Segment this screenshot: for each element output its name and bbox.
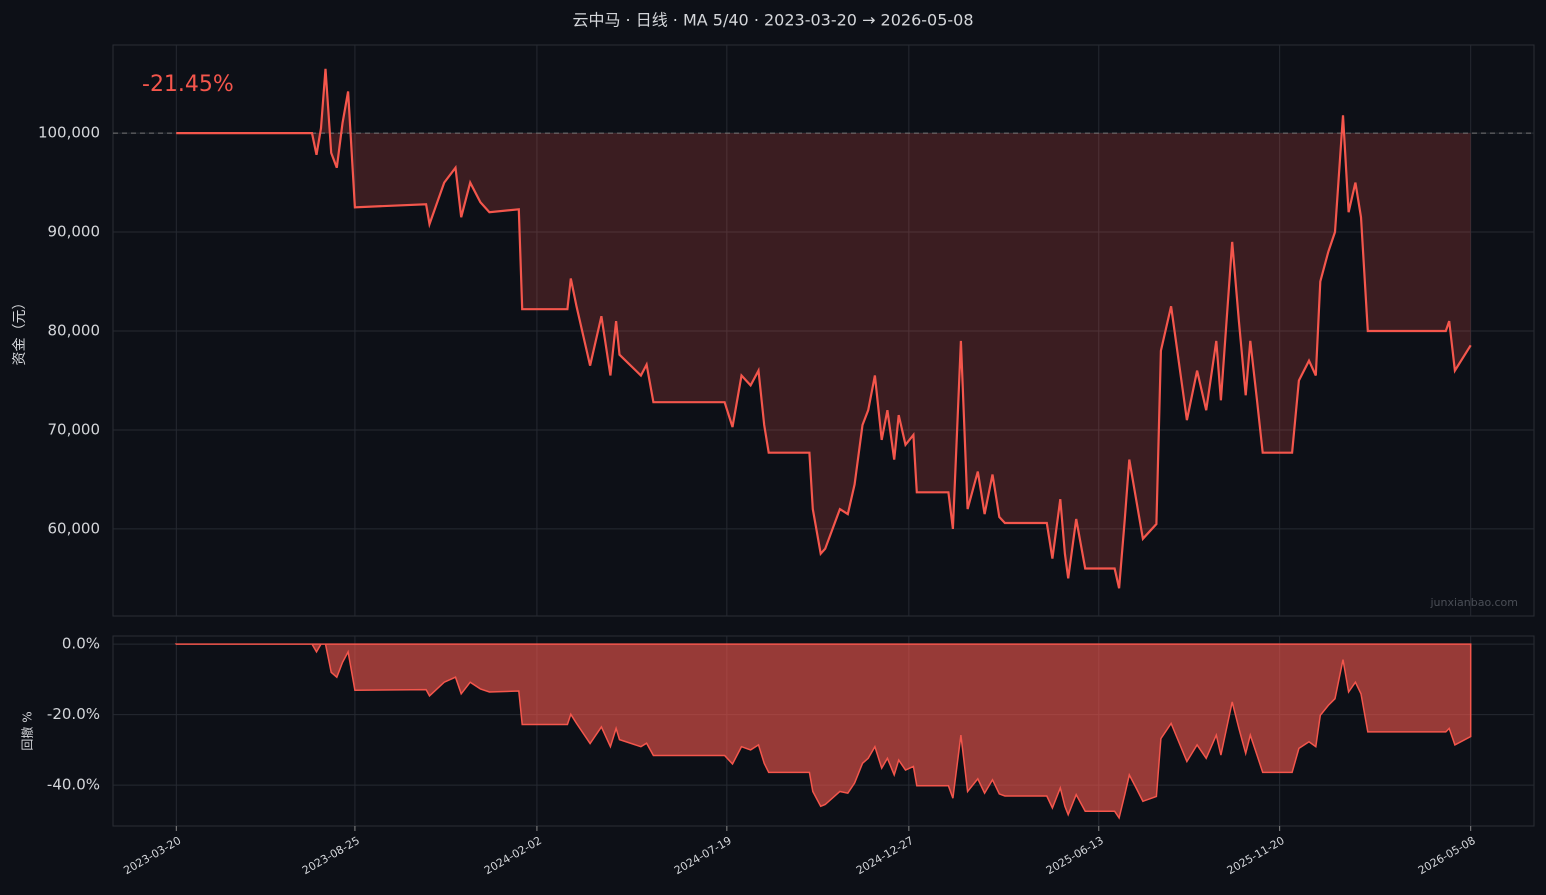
y-tick-label: 80,000 xyxy=(48,321,101,339)
return-annotation: -21.45% xyxy=(142,72,234,97)
area-fill xyxy=(176,68,1471,589)
equity-line xyxy=(176,68,1472,589)
y-axis-label: 回撤 % xyxy=(20,711,35,750)
y-axis-label: 资金（元） xyxy=(12,296,28,366)
y-tick-label: 90,000 xyxy=(48,223,101,241)
y-tick-label: 100,000 xyxy=(38,124,100,142)
chart-title: 云中马 · 日线 · MA 5/40 · 2023-03-20 → 2026-0… xyxy=(572,11,973,30)
y-tick-label: 0.0% xyxy=(62,635,100,653)
drawdown-area xyxy=(174,643,1472,820)
y-tick-label: -40.0% xyxy=(47,776,100,794)
y-tick-label: 60,000 xyxy=(48,519,101,537)
watermark: junxianbao.com xyxy=(1429,596,1518,609)
y-tick-label: -20.0% xyxy=(47,705,100,723)
y-tick-label: 70,000 xyxy=(48,420,101,438)
